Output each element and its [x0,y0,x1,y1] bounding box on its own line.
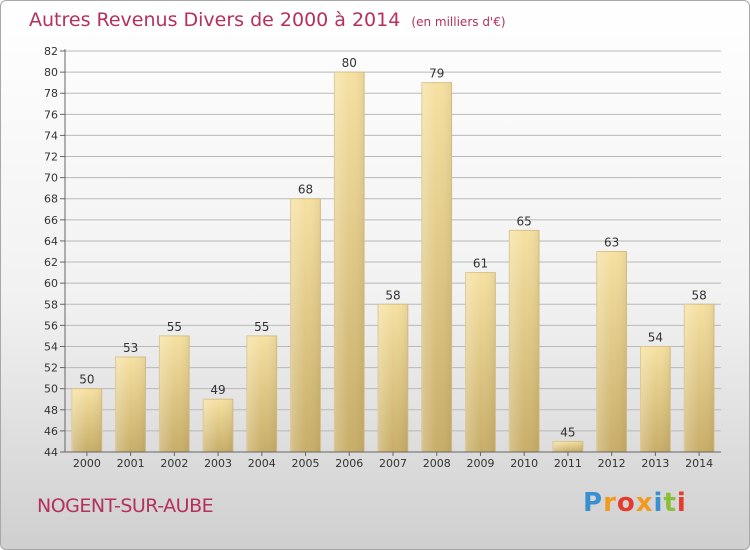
x-tick-label: 2012 [598,457,626,470]
bars: 50 53 55 49 55 68 80 58 79 61 65 45 63 54 58 [71,56,715,453]
bar-shine [71,388,102,452]
bar-shine [465,272,496,452]
axes: 44 46 48 50 52 54 56 58 60 62 64 66 68 70 72 74 76 78 80 82… [44,45,721,470]
x-tick-label: 2001 [117,457,145,470]
value-label: 61 [473,257,488,271]
y-tick-label: 46 [44,425,58,438]
logo-letter: o [616,488,636,518]
y-tick-label: 60 [44,277,58,290]
logo-letter: i [676,488,687,518]
value-label: 68 [298,183,313,197]
logo-letter: x [635,488,654,518]
y-tick-label: 62 [44,256,58,269]
bar-shine [334,72,365,453]
y-tick-label: 44 [44,446,58,459]
value-label: 79 [429,67,444,81]
value-label: 50 [79,373,94,387]
value-label: 53 [123,341,138,355]
bar-shine [596,251,627,452]
bar-shine [509,230,540,452]
x-tick-label: 2013 [641,457,669,470]
x-tick-label: 2002 [160,457,188,470]
y-tick-label: 80 [44,66,58,79]
value-label: 49 [210,383,225,397]
x-tick-label: 2009 [466,457,494,470]
y-tick-label: 72 [44,151,58,164]
y-tick-label: 58 [44,298,58,311]
y-tick-label: 54 [44,340,58,353]
logo-letter: t [663,488,677,518]
proxiti-logo[interactable]: Proxiti [583,488,687,518]
bar-shine [203,399,233,452]
y-tick-label: 68 [44,193,58,206]
logo-letter: r [603,488,617,518]
x-tick-label: 2010 [510,457,538,470]
y-tick-label: 74 [44,129,58,142]
value-label: 45 [560,425,575,439]
value-label: 58 [691,288,706,302]
y-tick-label: 66 [44,214,58,227]
x-tick-label: 2008 [423,457,451,470]
bar-shine [421,82,452,452]
y-tick-label: 70 [44,172,58,185]
y-tick-label: 82 [44,45,58,58]
chart-title: Autres Revenus Divers de 2000 à 2014 [29,9,401,31]
x-tick-label: 2007 [379,457,407,470]
bar-shine [115,357,146,452]
chart-subtitle: (en milliers d'€) [411,15,506,29]
y-tick-label: 56 [44,319,58,332]
x-tick-label: 2004 [248,457,276,470]
x-tick-label: 2003 [204,457,232,470]
y-tick-label: 64 [44,235,58,248]
value-label: 65 [517,214,532,228]
y-tick-label: 76 [44,108,58,121]
logo-letter: P [583,488,604,518]
bar-shine [246,335,277,452]
title-row: Autres Revenus Divers de 2000 à 2014 (en… [29,9,506,31]
value-label: 58 [385,288,400,302]
value-label: 54 [648,330,663,344]
value-label: 80 [342,56,357,70]
x-tick-label: 2000 [73,457,101,470]
y-tick-label: 78 [44,87,58,100]
y-tick-label: 50 [44,383,58,396]
bar-shine [684,304,715,452]
value-label: 55 [167,320,182,334]
bar-shine [378,304,408,452]
bar-shine [159,335,190,452]
y-tick-label: 48 [44,404,58,417]
x-tick-label: 2014 [685,457,713,470]
x-tick-label: 2006 [335,457,363,470]
x-tick-label: 2005 [292,457,320,470]
value-label: 55 [254,320,269,334]
x-tick-label: 2011 [554,457,582,470]
value-label: 63 [604,236,619,250]
logo-letter: i [653,488,664,518]
bar-shine [640,346,671,452]
bar-shine [290,198,321,452]
commune-name: NOGENT-SUR-AUBE [37,495,214,517]
y-tick-label: 52 [44,362,58,375]
bar-shine [553,441,583,452]
